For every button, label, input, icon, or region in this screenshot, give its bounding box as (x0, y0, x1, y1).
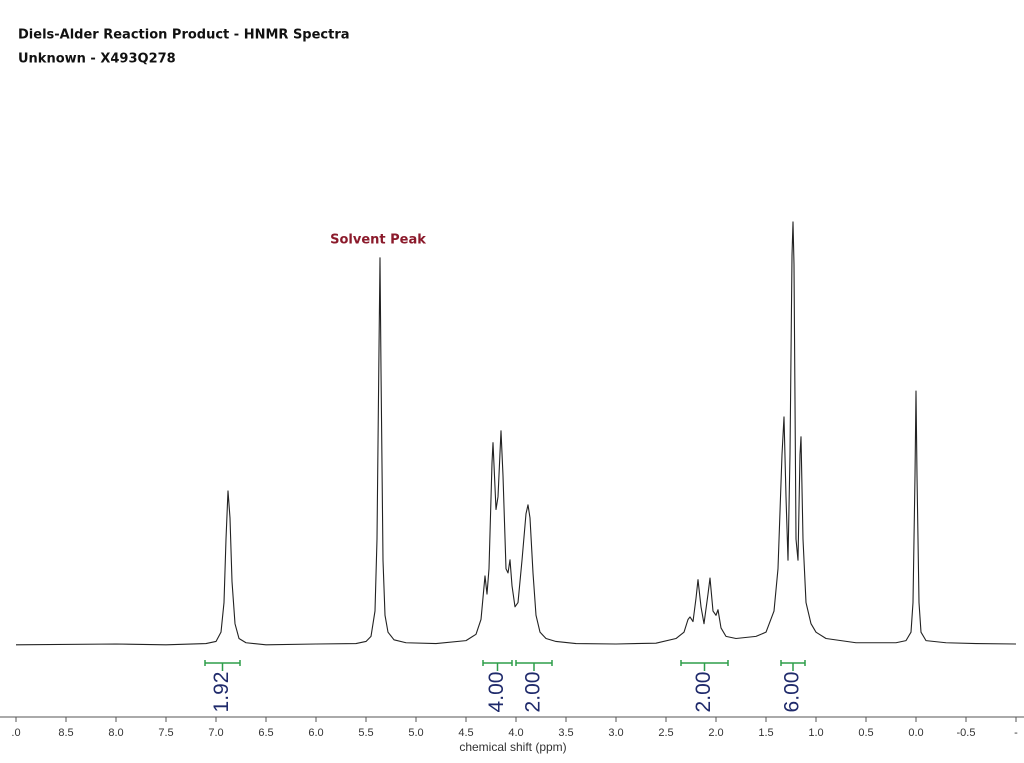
x-tick-label: 8.0 (108, 727, 123, 739)
x-tick-label: 2.0 (708, 727, 723, 739)
integral-label: 6.00 (781, 672, 804, 713)
x-tick-label: 3.0 (608, 727, 623, 739)
integral-bracket (680, 660, 729, 671)
x-tick-label: 6.5 (258, 727, 273, 739)
x-tick-label: 1.5 (758, 727, 773, 739)
x-tick-label: 4.5 (458, 727, 473, 739)
x-tick-label: 0.0 (908, 727, 923, 739)
integral-bracket (515, 660, 553, 671)
x-tick-label: 1.0 (808, 727, 823, 739)
x-axis-title: chemical shift (ppm) (459, 740, 566, 754)
integral-bracket (482, 660, 513, 671)
x-tick-label: 0.5 (858, 727, 873, 739)
chart-subtitle: Unknown - X493Q278 (18, 52, 176, 67)
integral-label: 2.00 (692, 672, 715, 713)
x-tick-label: 5.5 (358, 727, 373, 739)
x-tick-label: - (1014, 727, 1018, 739)
annotation: Solvent Peak (330, 233, 426, 248)
x-tick-label: 8.5 (58, 727, 73, 739)
x-tick-label: 5.0 (408, 727, 423, 739)
x-tick-label: 7.0 (208, 727, 223, 739)
x-tick-label: 7.5 (158, 727, 173, 739)
x-tick-label: 4.0 (508, 727, 523, 739)
integral-label: 1.92 (210, 672, 233, 713)
integral-bracket (780, 660, 806, 671)
integral-label: 4.00 (485, 672, 508, 713)
x-tick-label: .0 (11, 727, 20, 739)
integral-bracket (204, 660, 241, 671)
integral-label: 2.00 (522, 672, 545, 713)
x-tick-label: -0.5 (957, 727, 976, 739)
spectrum-line (15, 221, 1017, 646)
chart-title: Diels-Alder Reaction Product - HNMR Spec… (18, 28, 350, 43)
x-tick-label: 2.5 (658, 727, 673, 739)
x-tick-label: 3.5 (558, 727, 573, 739)
x-tick-label: 6.0 (308, 727, 323, 739)
